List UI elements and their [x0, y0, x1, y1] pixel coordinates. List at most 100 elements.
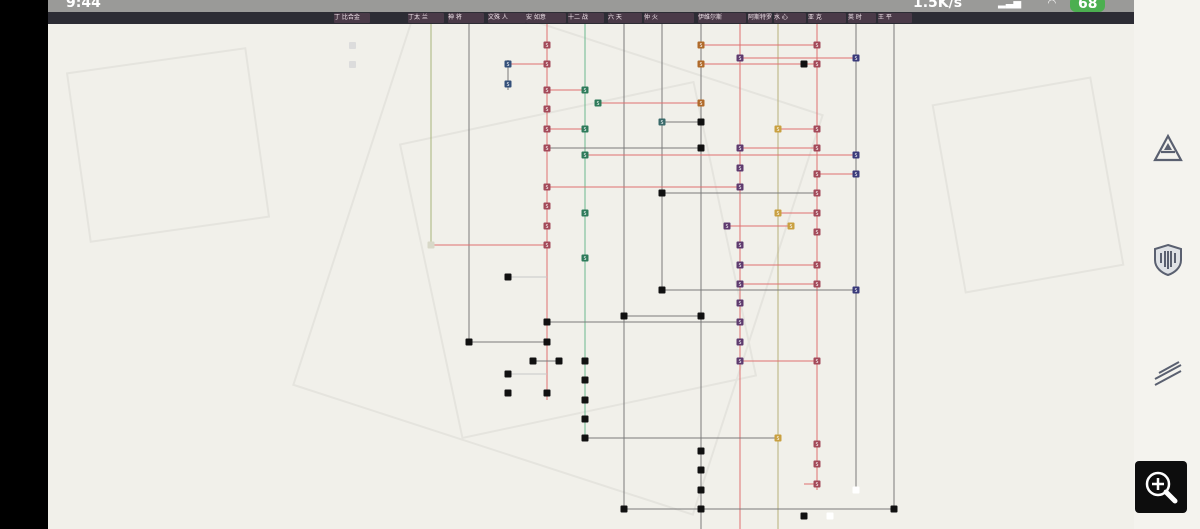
node-red[interactable]: S — [813, 60, 821, 69]
node-green[interactable]: S — [581, 86, 589, 95]
node-junction[interactable] — [555, 357, 563, 365]
node-gold[interactable]: S — [774, 434, 782, 443]
node-orange[interactable]: S — [697, 60, 705, 69]
node-blue[interactable]: S — [504, 60, 512, 69]
node-green[interactable]: S — [581, 151, 589, 160]
node-junction[interactable] — [529, 357, 537, 365]
node-purple[interactable]: S — [736, 280, 744, 289]
node-junction[interactable] — [697, 505, 705, 513]
tab-7[interactable]: 六 天 — [608, 13, 642, 23]
node-purple[interactable]: S — [736, 357, 744, 366]
node-green[interactable]: S — [581, 209, 589, 218]
node-blue[interactable]: S — [504, 80, 512, 89]
node-junction[interactable] — [504, 370, 512, 378]
node-red[interactable]: S — [813, 189, 821, 198]
node-red[interactable]: S — [543, 60, 551, 69]
node-navy[interactable]: S — [852, 151, 860, 160]
node-orange[interactable]: S — [697, 99, 705, 108]
node-junction[interactable] — [581, 376, 589, 384]
node-gold[interactable]: S — [774, 125, 782, 134]
tab-1[interactable]: 丁 比合金 — [334, 13, 370, 23]
node-junction[interactable] — [800, 512, 808, 520]
node-junction[interactable] — [658, 286, 666, 294]
node-junction[interactable] — [581, 434, 589, 442]
node-purple[interactable]: S — [736, 54, 744, 63]
node-junction[interactable] — [658, 189, 666, 197]
node-purple[interactable]: S — [736, 241, 744, 250]
node-junction[interactable] — [800, 60, 808, 68]
node-green[interactable]: S — [581, 125, 589, 134]
tab-6[interactable]: 十二 战 — [568, 13, 604, 23]
node-red[interactable]: S — [813, 480, 821, 489]
node-navy[interactable]: S — [852, 286, 860, 295]
node-junction[interactable] — [465, 338, 473, 346]
tab-2[interactable]: 丁太 兰 — [408, 13, 444, 23]
node-green[interactable]: S — [581, 254, 589, 263]
node-red[interactable]: S — [543, 222, 551, 231]
node-endpoint[interactable] — [852, 486, 860, 494]
node-endpoint[interactable] — [826, 512, 834, 520]
node-purple[interactable]: S — [723, 222, 731, 231]
node-green[interactable]: S — [594, 99, 602, 108]
node-red[interactable]: S — [813, 280, 821, 289]
tab-8[interactable]: 仲 火 — [644, 13, 694, 23]
node-red[interactable]: S — [813, 460, 821, 469]
node-junction[interactable] — [543, 389, 551, 397]
node-red[interactable]: S — [543, 202, 551, 211]
node-red[interactable]: S — [543, 241, 551, 250]
node-junction[interactable] — [697, 144, 705, 152]
node-junction[interactable] — [697, 312, 705, 320]
node-purple[interactable]: S — [736, 261, 744, 270]
node-junction[interactable] — [620, 312, 628, 320]
node-red[interactable]: S — [813, 440, 821, 449]
node-navy[interactable]: S — [852, 54, 860, 63]
tool-shield[interactable] — [1148, 240, 1188, 280]
node-red[interactable]: S — [813, 144, 821, 153]
tab-14[interactable]: 王 平 — [878, 13, 912, 23]
node-red[interactable]: S — [813, 170, 821, 179]
node-red[interactable]: S — [543, 41, 551, 50]
tab-4[interactable]: 文殊 人 — [488, 13, 526, 23]
node-junction[interactable] — [504, 273, 512, 281]
node-junction[interactable] — [890, 505, 898, 513]
node-red[interactable]: S — [543, 105, 551, 114]
zoom-in-button[interactable] — [1135, 461, 1187, 513]
node-junction[interactable] — [581, 357, 589, 365]
graph-canvas[interactable]: S S S S S S S S S S S S S S S S S S S S S S S S S S S S S S S S S S S S S S S S… — [48, 0, 1134, 529]
node-red[interactable]: S — [543, 183, 551, 192]
node-red[interactable]: S — [543, 125, 551, 134]
node-junction[interactable] — [543, 338, 551, 346]
node-gold[interactable]: S — [787, 222, 795, 231]
node-junction[interactable] — [581, 396, 589, 404]
node-junction[interactable] — [504, 389, 512, 397]
node-gold[interactable]: S — [774, 209, 782, 218]
node-junction[interactable] — [697, 466, 705, 474]
tab-13[interactable]: 英 时 — [848, 13, 876, 23]
tool-triangle[interactable] — [1148, 128, 1188, 168]
tab-11[interactable]: 水 心 — [774, 13, 806, 23]
node-purple[interactable]: S — [736, 144, 744, 153]
node-red[interactable]: S — [813, 261, 821, 270]
node-red[interactable]: S — [813, 357, 821, 366]
tab-10[interactable]: 阿斯特罗 — [748, 13, 772, 23]
node-purple[interactable]: S — [736, 183, 744, 192]
node-purple[interactable]: S — [736, 299, 744, 308]
node-junction[interactable] — [581, 415, 589, 423]
node-red[interactable]: S — [813, 125, 821, 134]
node-junction[interactable] — [620, 505, 628, 513]
node-junction[interactable] — [697, 447, 705, 455]
tab-5[interactable]: 安 如意 — [526, 13, 566, 23]
node-junction[interactable] — [697, 486, 705, 494]
node-orange[interactable]: S — [697, 41, 705, 50]
tab-9[interactable]: 伊维尔斯 — [698, 13, 746, 23]
node-purple[interactable]: S — [736, 164, 744, 173]
tab-12[interactable]: 亚 克 — [808, 13, 846, 23]
node-red[interactable]: S — [543, 144, 551, 153]
node-teal[interactable]: S — [658, 118, 666, 127]
node-start[interactable] — [427, 241, 435, 249]
node-navy[interactable]: S — [852, 170, 860, 179]
tab-3[interactable]: 神 将 — [448, 13, 484, 23]
node-red[interactable]: S — [813, 41, 821, 50]
node-junction[interactable] — [697, 118, 705, 126]
node-junction[interactable] — [543, 318, 551, 326]
